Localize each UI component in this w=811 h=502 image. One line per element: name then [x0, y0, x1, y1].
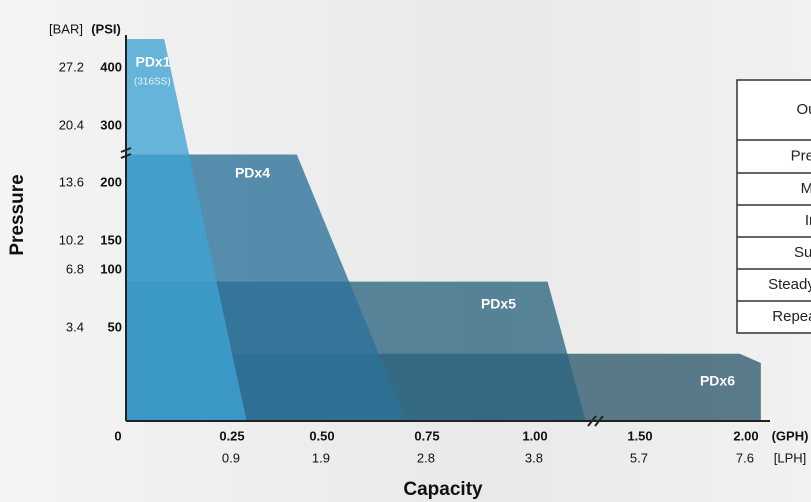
series-label: PDx1	[135, 54, 170, 70]
x-tick-label: 2.00	[733, 428, 758, 443]
x2-tick-label: 7.6	[736, 450, 754, 465]
x2-unit: [LPH]	[774, 450, 807, 465]
y2-tick-label: 27.2	[59, 59, 84, 74]
y-unit: (PSI)	[91, 21, 121, 36]
x2-tick-label: 2.8	[417, 450, 435, 465]
series-label: PDx4	[235, 165, 270, 181]
x-tick-label: 0.50	[309, 428, 334, 443]
y-tick-label: 50	[108, 319, 122, 334]
y-tick-label: 150	[100, 232, 122, 247]
x-tick-label: 0	[114, 428, 121, 443]
y2-tick-label: 6.8	[66, 261, 84, 276]
spec-table: Outp Press Max Inst Supp Steady S Repeata	[736, 79, 811, 334]
x-title: Capacity	[403, 479, 483, 500]
table-cell: Repeata	[772, 308, 811, 325]
x2-tick-label: 5.7	[630, 450, 648, 465]
table-frame	[736, 79, 811, 334]
x-tick-label: 0.25	[219, 428, 244, 443]
y2-tick-label: 3.4	[66, 319, 84, 334]
y2-unit: [BAR]	[49, 21, 83, 36]
x-tick-label: 0.75	[414, 428, 439, 443]
x-unit: (GPH)	[772, 428, 809, 443]
x2-tick-label: 0.9	[222, 450, 240, 465]
y-tick-label: 100	[100, 261, 122, 276]
x-tick-label: 1.00	[522, 428, 547, 443]
series-note: (316SS)	[134, 77, 171, 88]
series-label: PDx5	[481, 296, 516, 312]
y-title: Pressure	[7, 174, 28, 255]
y2-tick-label: 13.6	[59, 174, 84, 189]
x2-tick-label: 3.8	[525, 450, 543, 465]
y-tick-label: 200	[100, 174, 122, 189]
table-cell: Outp	[796, 101, 811, 118]
table-cell: Max	[801, 180, 811, 197]
y2-tick-label: 10.2	[59, 232, 84, 247]
table-cell: Supp	[794, 244, 811, 261]
table-cell: Steady S	[768, 276, 811, 293]
axis-break	[120, 147, 604, 427]
x2-tick-label: 1.9	[312, 450, 330, 465]
table-cell: Press	[791, 147, 811, 164]
x-tick-label: 1.50	[627, 428, 652, 443]
y-tick-label: 400	[100, 59, 122, 74]
y2-tick-label: 20.4	[59, 117, 84, 132]
y-tick-label: 300	[100, 117, 122, 132]
capacity-envelope	[126, 39, 247, 420]
series-label: PDx6	[700, 373, 735, 389]
table-cell: Inst	[805, 212, 811, 229]
plot	[126, 39, 761, 420]
